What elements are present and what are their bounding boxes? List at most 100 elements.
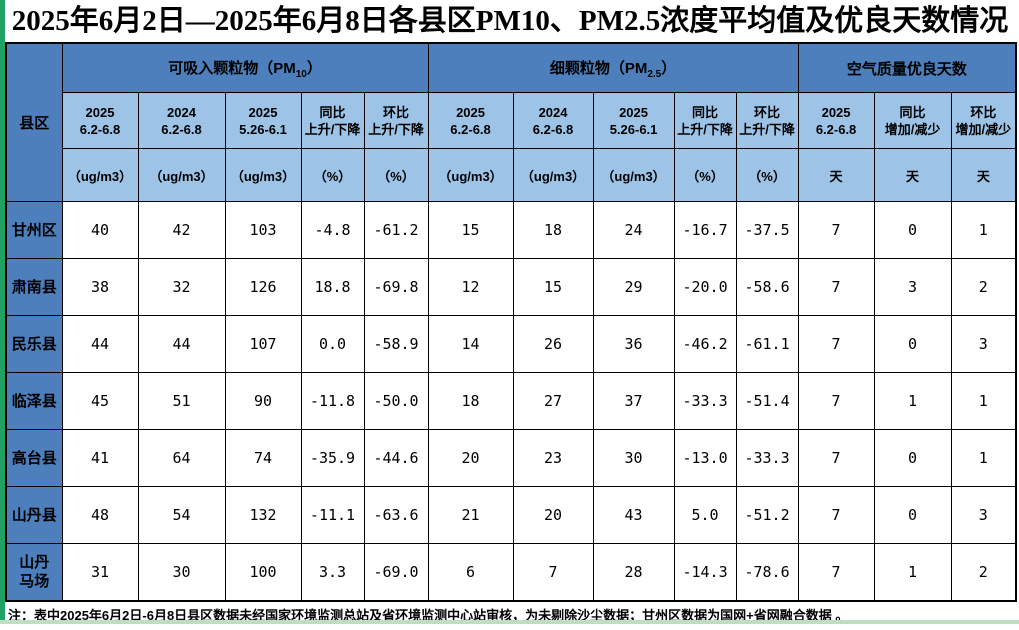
data-cell: -63.6	[363, 486, 429, 544]
table-row: 山丹 马场 31 30 100 3.3 -69.0 6 7 28 -14.3 -78.6 7 1 2	[5, 543, 1017, 602]
table-row: 肃南县 38 32 126 18.8 -69.8 12 15 29 -20.0 -58.6 7 3 2	[5, 258, 1017, 316]
pm-data-table: 县区 可吸入颗粒物（PM10） 细颗粒物（PM2.5） 空气质量优良天数 202…	[5, 42, 1018, 602]
period-header-row: 2025 6.2-6.8 2024 6.2-6.8 2025 5.26-6.1 同比上…	[6, 92, 1017, 149]
report-page: 2025年6月2日—2025年6月8日各县区PM10、PM2.5浓度平均值及优良…	[5, 0, 1018, 630]
data-cell: -51.4	[735, 372, 799, 430]
data-cell: -69.8	[363, 258, 429, 316]
data-cell: 43	[592, 486, 675, 544]
data-cell: -44.6	[363, 429, 429, 487]
data-cell: 3	[950, 315, 1017, 373]
data-cell: 40	[61, 201, 139, 259]
table-row: 高台县 41 64 74 -35.9 -44.6 20 23 30 -13.0 -33.3 7 0 1	[5, 429, 1017, 487]
page-title: 2025年6月2日—2025年6月8日各县区PM10、PM2.5浓度平均值及优良…	[11, 5, 1009, 37]
data-cell: 21	[427, 486, 514, 544]
data-cell: 0	[873, 201, 952, 259]
col-header-pm25-2025: 2025 6.2-6.8	[427, 92, 514, 149]
data-cell: 2	[950, 543, 1017, 602]
unit-cell: 天	[950, 148, 1017, 202]
data-cell: 37	[592, 372, 675, 430]
data-cell: 29	[592, 258, 675, 316]
unit-cell: 天	[873, 148, 952, 202]
col-header-days-wow: 环比 增加/减少	[950, 92, 1017, 149]
group-header-pm10: 可吸入颗粒物（PM10）	[61, 42, 429, 93]
county-name: 民乐县	[5, 315, 63, 373]
window-bottom-edge	[0, 620, 1019, 624]
data-cell: -11.8	[300, 372, 365, 430]
county-name: 临泽县	[5, 372, 63, 430]
group-header-good-days: 空气质量优良天数	[797, 42, 1017, 93]
data-cell: 7	[797, 315, 875, 373]
data-cell: 51	[137, 372, 226, 430]
data-cell: 45	[61, 372, 139, 430]
data-cell: 27	[512, 372, 594, 430]
col-header-pm25-prevweek: 2025 5.26-6.1	[592, 92, 675, 149]
data-cell: -61.2	[363, 201, 429, 259]
data-cell: 74	[224, 429, 302, 487]
data-cell: 3	[873, 258, 952, 316]
data-cell: 18.8	[300, 258, 365, 316]
data-cell: -51.2	[735, 486, 799, 544]
col-header-pm10-wow: 环比 上升/下降	[363, 92, 429, 149]
data-cell: 7	[797, 258, 875, 316]
data-cell: -46.2	[673, 315, 737, 373]
data-cell: 0.0	[300, 315, 365, 373]
data-cell: -78.6	[735, 543, 799, 602]
data-cell: 1	[950, 372, 1017, 430]
data-cell: 41	[61, 429, 139, 487]
data-cell: 7	[512, 543, 594, 602]
data-cell: 7	[797, 429, 875, 487]
unit-cell: （ug/m3）	[512, 148, 594, 202]
unit-cell: （ug/m3）	[137, 148, 226, 202]
col-header-pm25-yoy: 同比 上升/下降	[673, 92, 737, 149]
data-cell: 44	[61, 315, 139, 373]
table-row: 山丹县 48 54 132 -11.1 -63.6 21 20 43 5.0 -51.2 7 0 3	[5, 486, 1017, 544]
county-name: 甘州区	[5, 201, 63, 259]
data-cell: -14.3	[673, 543, 737, 602]
data-cell: 28	[592, 543, 675, 602]
unit-cell: （%）	[735, 148, 799, 202]
col-header-days-2025: 2025 6.2-6.8	[797, 92, 875, 149]
footnote: 注：表中2025年6月2日-6月8日县区数据未经国家环境监测总站及省环境监测中心…	[5, 602, 1015, 630]
data-cell: 42	[137, 201, 226, 259]
data-cell: 3.3	[300, 543, 365, 602]
data-cell: 1	[950, 429, 1017, 487]
data-cell: 14	[427, 315, 514, 373]
data-cell: 103	[224, 201, 302, 259]
data-cell: 126	[224, 258, 302, 316]
unit-cell: （%）	[300, 148, 365, 202]
data-cell: 1	[950, 201, 1017, 259]
data-cell: 0	[873, 486, 952, 544]
data-cell: 5.0	[673, 486, 737, 544]
data-cell: 23	[512, 429, 594, 487]
data-cell: 90	[224, 372, 302, 430]
data-cell: 44	[137, 315, 226, 373]
unit-cell: （ug/m3）	[427, 148, 514, 202]
data-cell: -58.9	[363, 315, 429, 373]
data-cell: 107	[224, 315, 302, 373]
data-cell: -20.0	[673, 258, 737, 316]
col-header-pm10-2024: 2024 6.2-6.8	[137, 92, 226, 149]
data-cell: -33.3	[673, 372, 737, 430]
data-cell: -37.5	[735, 201, 799, 259]
county-name: 高台县	[5, 429, 63, 487]
col-header-pm25-wow: 环比 上升/下降	[735, 92, 799, 149]
data-cell: -13.0	[673, 429, 737, 487]
data-cell: -69.0	[363, 543, 429, 602]
data-cell: 7	[797, 486, 875, 544]
data-cell: 15	[512, 258, 594, 316]
data-cell: -16.7	[673, 201, 737, 259]
data-cell: -33.3	[735, 429, 799, 487]
data-cell: 54	[137, 486, 226, 544]
data-cell: 0	[873, 315, 952, 373]
data-cell: 32	[137, 258, 226, 316]
data-cell: -11.1	[300, 486, 365, 544]
unit-cell: （%）	[363, 148, 429, 202]
data-cell: -58.6	[735, 258, 799, 316]
data-cell: 20	[427, 429, 514, 487]
data-cell: 7	[797, 201, 875, 259]
county-name: 山丹 马场	[5, 543, 63, 602]
data-cell: 7	[797, 543, 875, 602]
data-cell: 1	[873, 543, 952, 602]
data-cell: 2	[950, 258, 1017, 316]
table-row: 甘州区 40 42 103 -4.8 -61.2 15 18 24 -16.7 -37.5 7 0 1	[5, 201, 1017, 259]
